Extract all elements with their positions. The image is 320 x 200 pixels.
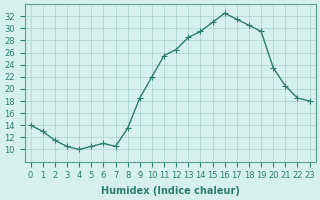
- X-axis label: Humidex (Indice chaleur): Humidex (Indice chaleur): [101, 186, 240, 196]
